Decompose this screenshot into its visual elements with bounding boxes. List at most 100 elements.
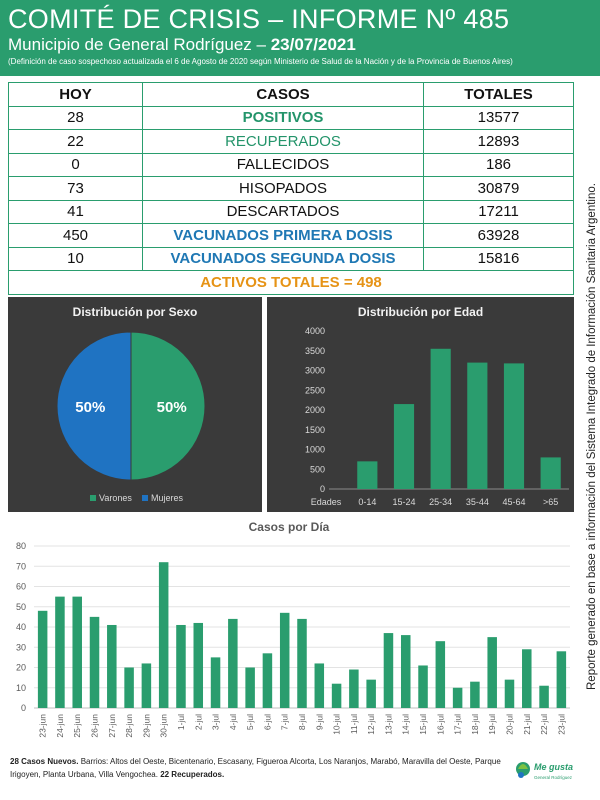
x-tick-label: 16-jul: [435, 714, 445, 735]
x-tick-label: 29-jun: [141, 714, 151, 738]
source-note: Reporte generado en base a información d…: [586, 183, 598, 690]
day-bar: [193, 622, 204, 708]
x-tick-label: 3-jul: [211, 714, 221, 730]
me-gusta-logo: Me gusta General Rodríguez: [516, 762, 573, 780]
day-bar: [556, 651, 567, 708]
cases-table: HOY CASOS TOTALES 28 POSITIVOS 13577 22 …: [8, 82, 574, 295]
age-bar: [467, 362, 488, 489]
x-tick-label: 0-14: [358, 497, 376, 507]
x-tick-label: 35-44: [466, 497, 489, 507]
day-bar: [245, 667, 255, 708]
x-tick-label: 9-jul: [314, 714, 324, 730]
daily-cases-chart: Casos por Día 0 10 20 30 40 50 60 70 80 23-jun 24-j…: [16, 520, 570, 738]
total-cell: 13577: [423, 105, 574, 130]
hoy-cell: 22: [8, 129, 143, 154]
day-bar: [72, 596, 82, 708]
table-row: 10 VACUNADOS SEGUNDA DOSIS 15816: [8, 246, 574, 271]
x-tick-label: 23-jun: [38, 714, 48, 738]
day-bar: [400, 635, 411, 708]
x-tick-label: 21-jul: [522, 714, 532, 735]
day-bar: [418, 665, 428, 708]
caso-cell: VACUNADOS SEGUNDA DOSIS: [142, 246, 424, 271]
caso-cell: DESCARTADOS: [142, 199, 424, 224]
y-tick-label: 4000: [305, 326, 325, 336]
new-cases-label: 28 Casos Nuevos.: [10, 757, 79, 766]
day-bar: [487, 637, 497, 708]
x-tick-label: 11-jul: [349, 714, 359, 734]
day-bar: [452, 687, 463, 708]
report-date: 23/07/2021: [270, 35, 356, 54]
x-tick-label: 2-jul: [193, 714, 203, 730]
day-bar: [279, 612, 290, 708]
day-bar: [89, 616, 100, 708]
municipality-label: Municipio de General Rodríguez –: [8, 35, 266, 54]
x-tick-label: 27-jun: [107, 714, 117, 738]
x-tick-label: 26-jun: [90, 714, 100, 738]
y-tick-label: 0: [320, 484, 325, 494]
day-bar: [262, 653, 273, 708]
y-tick-label: 60: [16, 582, 26, 592]
total-cell: 17211: [423, 199, 574, 224]
caso-cell: RECUPERADOS: [142, 129, 424, 154]
day-bar: [107, 624, 117, 708]
total-cell: 30879: [423, 176, 574, 201]
sex-chart-title: Distribución por Sexo: [72, 305, 198, 319]
age-bar: [430, 348, 451, 489]
report-subtitle: Municipio de General Rodríguez – 23/07/2…: [8, 34, 592, 56]
definition-note: (Definición de caso sospechoso actualiza…: [8, 57, 513, 66]
y-tick-label: 1000: [305, 445, 325, 455]
age-bar: [540, 457, 561, 489]
x-tick-label: 23-jul: [556, 714, 566, 735]
table-row: 22 RECUPERADOS 12893: [8, 129, 574, 154]
legend-swatch: [90, 495, 96, 501]
total-cell: 15816: [423, 246, 574, 271]
x-tick-label: 1-jul: [176, 714, 186, 730]
total-cell: 63928: [423, 223, 574, 248]
report-header: COMITÉ DE CRISIS – INFORME Nº 485 Munici…: [0, 0, 600, 76]
x-tick-label: 19-jul: [487, 714, 497, 735]
header-casos: CASOS: [142, 82, 424, 107]
age-bar: [357, 461, 378, 489]
table-row: 41 DESCARTADOS 17211: [8, 199, 574, 224]
day-bar: [37, 610, 48, 708]
y-tick-label: 50: [16, 602, 26, 612]
day-bar: [210, 657, 221, 708]
x-tick-label: 8-jul: [297, 714, 307, 730]
hoy-cell: 41: [8, 199, 143, 224]
day-bar: [314, 663, 325, 708]
x-tick-label: 7-jul: [280, 714, 290, 730]
x-tick-label: 25-jun: [72, 714, 82, 738]
total-cell: 186: [423, 152, 574, 177]
x-axis-label: Edades: [311, 497, 342, 507]
sex-pie-chart: 50% 50% Varones Mujeres: [56, 331, 206, 503]
sex-chart-panel: Distribución por Sexo 50% 50% Varones Mujer…: [8, 297, 262, 512]
daily-chart-title: Casos por Día: [249, 520, 330, 534]
caso-cell: FALLECIDOS: [142, 152, 424, 177]
y-tick-label: 500: [310, 464, 325, 474]
x-tick-label: 4-jul: [228, 714, 238, 730]
table-row: 28 POSITIVOS 13577: [8, 105, 574, 130]
pie-value-label: 50%: [157, 399, 187, 416]
caso-cell: HISOPADOS: [142, 176, 424, 201]
x-tick-label: 25-34: [429, 497, 452, 507]
y-tick-label: 20: [16, 663, 26, 673]
age-bar: [503, 363, 525, 489]
table-row: 73 HISOPADOS 30879: [8, 176, 574, 201]
y-tick-label: 2500: [305, 385, 325, 395]
hoy-cell: 450: [8, 223, 143, 248]
pie-slice-varones: [130, 331, 206, 481]
caso-cell: VACUNADOS PRIMERA DOSIS: [142, 223, 424, 248]
x-tick-label: 22-jul: [539, 714, 549, 735]
x-tick-label: 13-jul: [383, 714, 393, 735]
day-bar: [504, 679, 515, 708]
day-bar: [383, 633, 394, 708]
x-tick-label: 5-jul: [245, 714, 255, 730]
x-tick-label: >65: [543, 497, 558, 507]
legend-swatch: [142, 495, 148, 501]
day-bar: [55, 596, 65, 708]
y-tick-label: 3500: [305, 346, 325, 356]
y-tick-label: 1500: [305, 425, 325, 435]
age-bar-chart: 0 500 1000 1500 2000 2500 3000 3500 4000 Edades 0-…: [305, 326, 569, 507]
x-tick-label: 10-jul: [332, 714, 342, 735]
y-tick-label: 0: [21, 703, 26, 713]
